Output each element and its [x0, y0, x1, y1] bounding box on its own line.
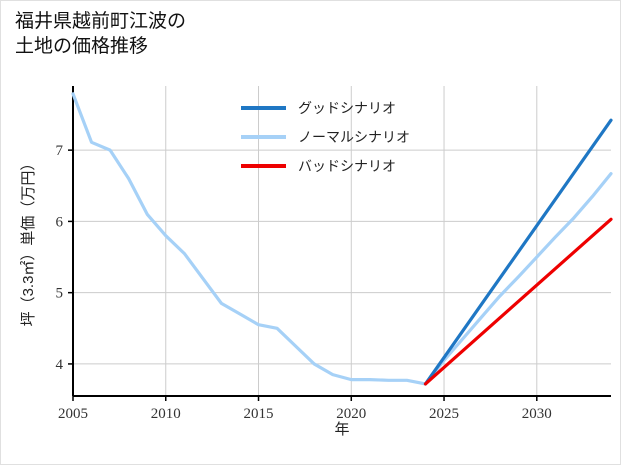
axis-ticks	[68, 149, 538, 401]
series-line-ノーマルシナリオ	[71, 92, 613, 386]
y-tick-label: 4	[56, 357, 64, 373]
y-axis-title: 坪（3.3㎡）単価（万円）	[20, 156, 37, 327]
y-tick-label: 7	[56, 143, 64, 159]
series-line-バッドシナリオ	[423, 217, 613, 386]
tick-labels: 4 5 6 7 2005 2010 2015 2020 2025 2030	[56, 143, 552, 422]
data-series	[71, 92, 613, 386]
series-line-グッドシナリオ	[423, 118, 613, 386]
x-tick-label: 2025	[429, 406, 459, 422]
x-tick-label: 2005	[58, 406, 88, 422]
x-tick-label: 2010	[151, 406, 181, 422]
x-axis-title: 年	[334, 421, 349, 438]
legend-label-0: グッドシナリオ	[298, 100, 396, 116]
legend-label-2: バッドシナリオ	[298, 158, 396, 174]
x-tick-label: 2020	[336, 406, 366, 422]
y-tick-label: 5	[56, 286, 64, 302]
x-tick-label: 2015	[244, 406, 274, 422]
page-title: 福井県越前町江波の 土地の価格推移	[15, 11, 187, 57]
x-tick-label: 2030	[522, 406, 552, 422]
legend-label-1: ノーマルシナリオ	[298, 129, 410, 145]
axis-titles: 年 坪（3.3㎡）単価（万円）	[20, 156, 350, 438]
axis-lines	[72, 86, 611, 397]
y-tick-label: 6	[56, 214, 64, 230]
